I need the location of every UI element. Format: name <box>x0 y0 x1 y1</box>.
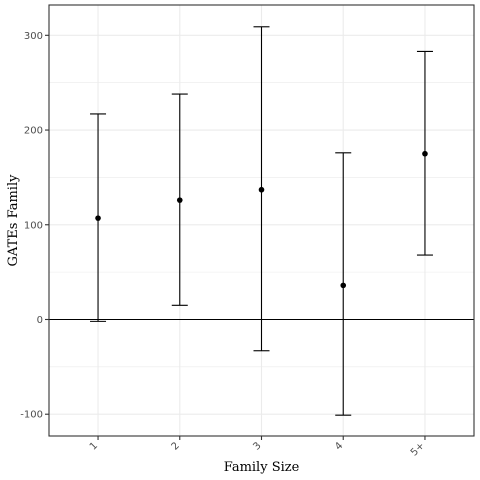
x-axis-title: Family Size <box>224 460 300 475</box>
x-tick-label: 3 <box>251 440 263 452</box>
y-tick-label: 0 <box>37 315 43 326</box>
y-tick-label: 100 <box>24 220 43 231</box>
x-tick-label: 4 <box>333 440 345 452</box>
estimate-point <box>258 186 265 193</box>
estimate-point <box>95 215 101 221</box>
estimate-point <box>176 197 183 203</box>
x-tick-label: 2 <box>170 440 182 452</box>
estimate-point <box>340 282 347 289</box>
y-axis-title: GATEs Family <box>6 174 21 267</box>
x-tick-label: 1 <box>88 440 100 452</box>
estimate-point <box>422 150 428 157</box>
marks <box>90 26 433 416</box>
x-tick-label: 5+ <box>409 440 427 458</box>
y-tick-label: -100 <box>20 410 43 421</box>
y-tick-label: 200 <box>24 126 43 137</box>
axes: -100 0 100 200 300 1 2 3 4 5+ <box>20 31 427 459</box>
y-tick-label: 300 <box>24 31 43 42</box>
